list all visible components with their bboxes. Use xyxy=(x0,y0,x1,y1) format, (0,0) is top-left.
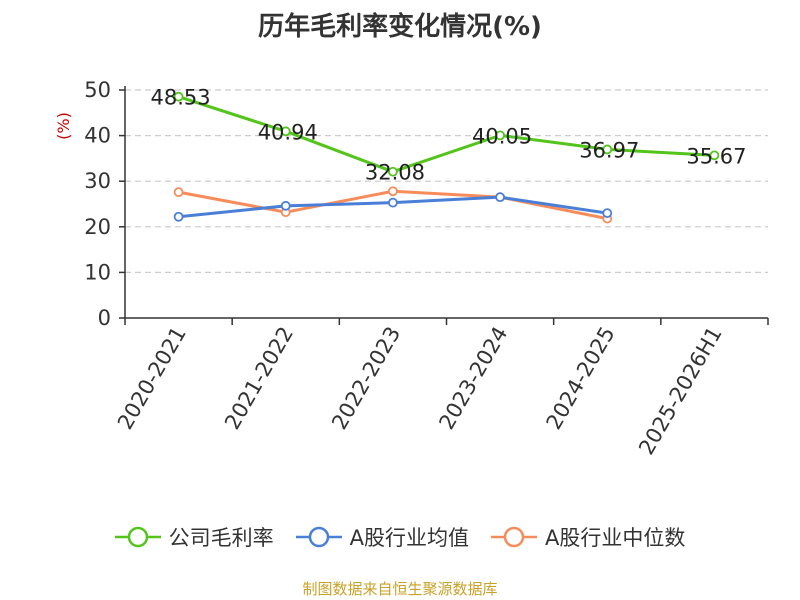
x-tick-label: 2024-2025 xyxy=(542,323,620,434)
data-point[interactable] xyxy=(173,91,184,102)
data-label: 40.05 xyxy=(472,124,532,148)
data-point[interactable] xyxy=(280,126,291,137)
legend-swatch-industry-median xyxy=(491,526,537,548)
y-tick-label: 20 xyxy=(84,215,111,239)
y-tick-label: 0 xyxy=(98,306,111,330)
y-tick-label: 40 xyxy=(84,124,111,148)
data-label: 35.67 xyxy=(686,144,746,168)
data-label: 32.08 xyxy=(365,161,425,185)
data-point[interactable] xyxy=(173,187,184,198)
legend-label-industry-median: A股行业中位数 xyxy=(545,526,686,550)
legend-item-industry-avg[interactable]: A股行业均值 xyxy=(295,522,469,552)
data-point[interactable] xyxy=(280,200,291,211)
series-line xyxy=(178,95,715,174)
legend-item-company[interactable]: 公司毛利率 xyxy=(114,522,274,552)
data-point[interactable] xyxy=(388,197,398,208)
data-label: 48.53 xyxy=(151,86,211,110)
data-source-note: 制图数据来自恒生聚源数据库 xyxy=(302,580,498,598)
data-label: 36.97 xyxy=(579,138,639,162)
data-point[interactable] xyxy=(709,150,720,161)
data-point[interactable] xyxy=(388,186,398,197)
legend: 公司毛利率 A股行业均值 A股行业中位数 xyxy=(0,520,800,554)
x-tick-label: 2020-2021 xyxy=(113,323,191,434)
legend-swatch-company xyxy=(114,526,161,548)
legend-label-industry-avg: A股行业均值 xyxy=(349,526,469,550)
y-tick-label: 10 xyxy=(84,260,111,284)
x-tick-label: 2025-2026H1 xyxy=(634,323,727,459)
y-tick-label: 30 xyxy=(84,169,111,193)
chart-title: 历年毛利率变化情况(%) xyxy=(258,12,542,42)
data-point[interactable] xyxy=(388,166,398,177)
y-axis-label: (%) xyxy=(54,112,73,140)
legend-label-company: 公司毛利率 xyxy=(168,526,274,550)
y-tick-label: 50 xyxy=(84,78,111,102)
legend-item-industry-median[interactable]: A股行业中位数 xyxy=(491,522,685,552)
data-label: 40.94 xyxy=(258,120,318,144)
data-point[interactable] xyxy=(173,211,184,222)
data-point[interactable] xyxy=(495,192,505,203)
data-point[interactable] xyxy=(602,144,613,155)
x-tick-label: 2021-2022 xyxy=(220,323,298,434)
x-tick-label: 2022-2023 xyxy=(327,322,405,433)
data-point[interactable] xyxy=(602,208,613,219)
x-tick-label: 2023-2024 xyxy=(434,323,512,434)
data-point[interactable] xyxy=(495,130,505,141)
legend-swatch-industry-avg xyxy=(295,526,342,548)
